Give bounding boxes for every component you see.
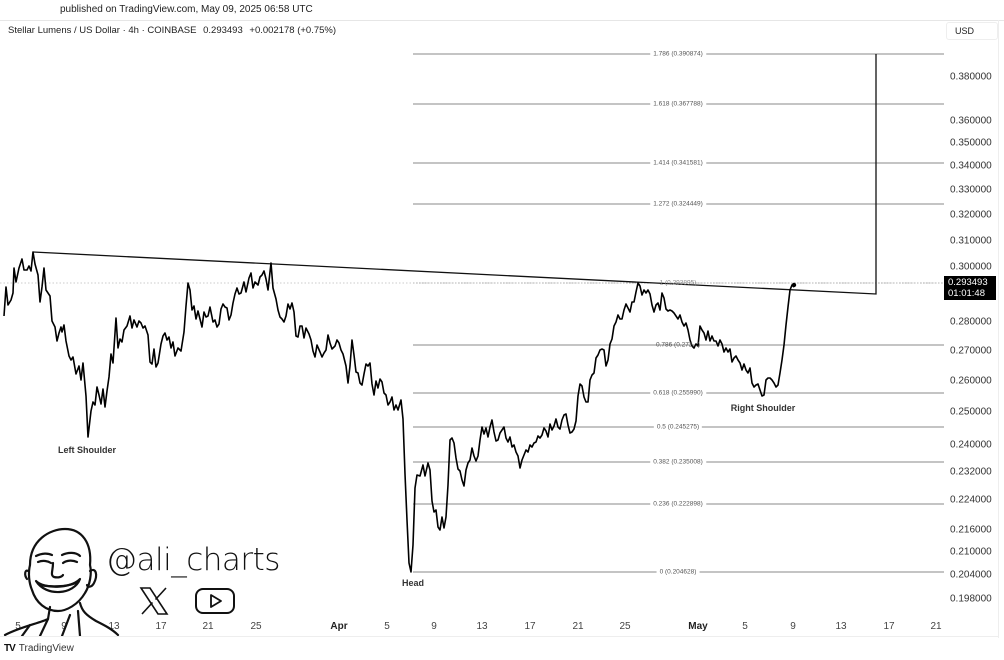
price-scale-border — [998, 20, 999, 638]
fib-label: 1.618 (0.367788) — [650, 100, 706, 108]
y-tick: 0.280000 — [950, 316, 992, 328]
author-handle: @ali_charts — [106, 542, 280, 578]
fib-label: 1.272 (0.324449) — [650, 200, 706, 208]
last-price: 0.293493 — [203, 25, 243, 36]
fib-lines — [413, 53, 944, 573]
right-shoulder-label: Right Shoulder — [730, 403, 796, 413]
x-tick: 9 — [61, 621, 67, 632]
fib-label: 0.382 (0.235008) — [650, 458, 706, 466]
x-tick: 25 — [250, 621, 262, 632]
fib-label: 1.786 (0.390874) — [650, 50, 706, 58]
tradingview-wordmark: TradingView — [18, 643, 74, 654]
x-tick: 13 — [476, 621, 488, 632]
y-tick: 0.380000 — [950, 71, 992, 83]
tradingview-logo-icon: TV — [4, 643, 16, 654]
y-tick: 0.232000 — [950, 466, 992, 478]
y-tick: 0.198000 — [950, 593, 992, 605]
symbol-header: Stellar Lumens / US Dollar · 4h · COINBA… — [8, 25, 340, 36]
youtube-icon[interactable] — [194, 587, 236, 615]
x-tick: May — [688, 621, 708, 632]
x-tick: 17 — [883, 621, 895, 632]
y-tick: 0.250000 — [950, 406, 992, 418]
price-line — [3, 251, 795, 573]
x-tick: 5 — [742, 621, 748, 632]
tradingview-brand[interactable]: TV TradingView — [4, 643, 74, 654]
fib-label: 0.786 (0.272...) — [655, 341, 701, 349]
x-tick: 17 — [155, 621, 167, 632]
y-tick: 0.216000 — [950, 524, 992, 536]
left-shoulder-label: Left Shoulder — [58, 445, 116, 455]
y-tick: 0.224000 — [950, 494, 992, 506]
y-tick: 0.210000 — [950, 546, 992, 558]
y-tick: 0.340000 — [950, 160, 992, 172]
x-tick: 13 — [835, 621, 847, 632]
y-tick: 0.310000 — [950, 235, 992, 247]
symbol-title[interactable]: Stellar Lumens / US Dollar · 4h · COINBA… — [8, 25, 197, 36]
x-tick: 5 — [384, 621, 390, 632]
x-tick: 13 — [108, 621, 120, 632]
last-price-tag: 0.293493 01:01:48 — [944, 276, 996, 300]
x-tick: 9 — [790, 621, 796, 632]
x-tick: Apr — [330, 621, 348, 632]
x-tick: 17 — [524, 621, 536, 632]
price-tag-value: 0.293493 — [948, 277, 988, 288]
fib-label: 1.414 (0.341581) — [650, 159, 706, 167]
y-tick: 0.270000 — [950, 345, 992, 357]
y-tick: 0.260000 — [950, 375, 992, 387]
fib-label: 0.236 (0.222898) — [650, 500, 706, 508]
y-tick: 0.240000 — [950, 439, 992, 451]
y-tick: 0.300000 — [950, 261, 992, 273]
fib-label: 0.618 (0.255990) — [650, 389, 706, 397]
last-price-marker — [791, 282, 797, 288]
price-tag-countdown: 01:01:48 — [948, 288, 985, 299]
x-tick: 21 — [930, 621, 942, 632]
head-label: Head — [401, 578, 425, 588]
y-tick: 0.360000 — [950, 115, 992, 127]
header-divider — [0, 20, 1004, 21]
footer-divider — [0, 636, 998, 637]
x-tick: 9 — [431, 621, 437, 632]
currency-button[interactable]: USD — [946, 22, 998, 40]
fib-label: 0 (0.204628) — [656, 568, 700, 576]
avatar-portrait-icon — [3, 527, 120, 636]
fib-label: 0.5 (0.245275) — [653, 423, 703, 431]
x-tick: 21 — [572, 621, 584, 632]
x-tick: 25 — [619, 621, 631, 632]
published-caption: published on TradingView.com, May 09, 20… — [60, 4, 313, 15]
y-tick: 0.350000 — [950, 137, 992, 149]
fib-label: 1 (0.293895) — [659, 279, 697, 287]
y-tick: 0.320000 — [950, 209, 992, 221]
price-change: +0.002178 (+0.75%) — [249, 25, 337, 36]
x-tick: 21 — [202, 621, 214, 632]
neckline-projection — [32, 54, 877, 295]
y-tick: 0.330000 — [950, 184, 992, 196]
x-tick: 5 — [15, 621, 21, 632]
x-logo-icon[interactable] — [138, 585, 170, 617]
y-tick: 0.204000 — [950, 569, 992, 581]
